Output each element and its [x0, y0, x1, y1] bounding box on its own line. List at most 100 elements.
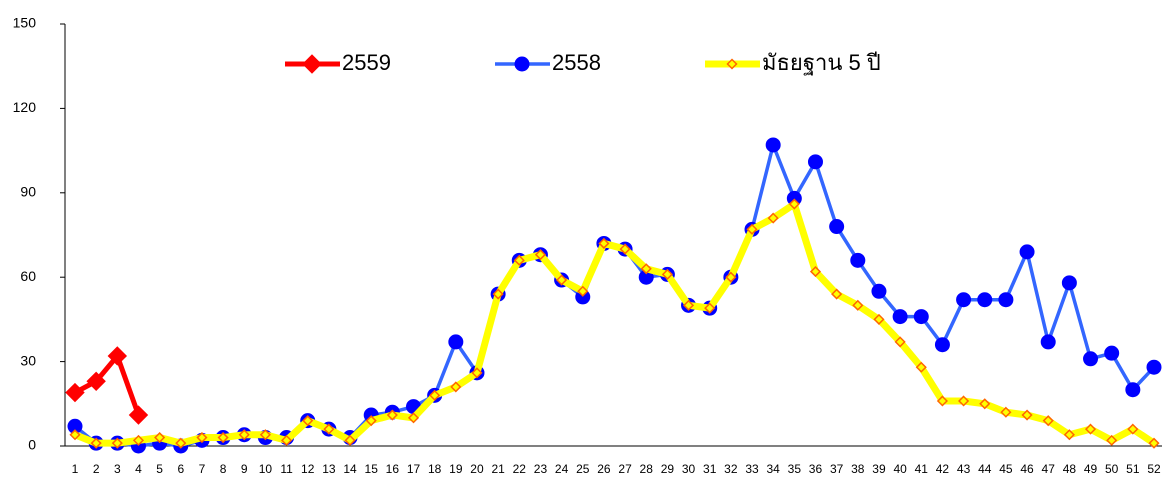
y-tick-label: 90: [20, 184, 36, 200]
point: [746, 223, 758, 235]
x-tick-label: 5: [156, 462, 163, 476]
x-tick-label: 37: [830, 462, 844, 476]
point: [1019, 244, 1035, 260]
x-tick-label: 42: [936, 462, 950, 476]
x-tick-label: 51: [1126, 462, 1140, 476]
point: [365, 415, 377, 427]
point: [934, 337, 950, 353]
x-tick-label: 45: [999, 462, 1013, 476]
point: [979, 398, 991, 410]
legend-marker: [514, 56, 530, 72]
y-tick-label: 0: [28, 437, 36, 453]
x-tick-label: 6: [177, 462, 184, 476]
point: [1042, 415, 1054, 427]
point: [894, 336, 906, 348]
point: [1040, 334, 1056, 350]
x-tick-label: 10: [259, 462, 273, 476]
point: [598, 237, 610, 250]
point: [809, 266, 822, 278]
x-tick-label: 44: [978, 462, 992, 476]
x-tick-label: 32: [724, 462, 738, 476]
point: [175, 437, 187, 449]
point: [765, 137, 781, 153]
x-tick-label: 49: [1084, 462, 1098, 476]
point: [873, 313, 885, 325]
point: [1021, 409, 1033, 421]
point: [386, 409, 398, 421]
point: [998, 292, 1014, 308]
point: [936, 395, 948, 407]
point: [556, 274, 568, 286]
legend-label: มัธยฐาน 5 ปี: [762, 50, 881, 76]
point: [661, 268, 673, 280]
x-tick-label: 24: [555, 462, 569, 476]
point: [807, 154, 823, 170]
y-tick-label: 120: [13, 99, 37, 115]
x-tick-label: 36: [809, 462, 823, 476]
point: [1127, 423, 1139, 435]
point: [640, 263, 652, 275]
x-tick-label: 48: [1063, 462, 1077, 476]
x-tick-label: 33: [745, 462, 759, 476]
point: [1084, 423, 1097, 435]
x-tick-label: 26: [597, 462, 611, 476]
legend-marker: [726, 58, 738, 70]
x-tick-label: 3: [114, 462, 121, 476]
point: [323, 423, 335, 435]
point: [725, 271, 737, 283]
point: [259, 429, 271, 441]
x-tick-label: 23: [534, 462, 548, 476]
point: [492, 288, 504, 300]
x-tick-label: 7: [199, 462, 206, 476]
point: [281, 434, 293, 446]
x-tick-label: 46: [1020, 462, 1034, 476]
point: [344, 434, 356, 446]
point: [704, 302, 716, 314]
point: [958, 395, 970, 407]
point: [767, 212, 779, 224]
x-tick-label: 29: [661, 462, 675, 476]
point: [111, 437, 123, 449]
x-tick-label: 21: [491, 462, 505, 476]
point: [217, 431, 229, 444]
point: [829, 219, 845, 235]
point: [154, 431, 166, 444]
x-tick-label: 43: [957, 462, 971, 476]
x-tick-label: 34: [766, 462, 780, 476]
x-tick-label: 8: [220, 462, 227, 476]
point: [107, 346, 128, 366]
point: [850, 252, 866, 268]
x-tick-label: 20: [470, 462, 484, 476]
x-tick-label: 16: [386, 462, 400, 476]
point: [788, 198, 800, 210]
x-tick-label: 40: [893, 462, 907, 476]
x-tick-label: 41: [915, 462, 929, 476]
point: [915, 361, 927, 373]
point: [682, 299, 695, 311]
x-tick-label: 17: [407, 462, 421, 476]
point: [513, 254, 525, 266]
point: [429, 389, 441, 401]
point: [956, 292, 972, 308]
point: [534, 249, 547, 261]
x-tick-label: 4: [135, 462, 142, 476]
x-tick-label: 47: [1042, 462, 1056, 476]
point: [450, 381, 462, 393]
y-tick-label: 30: [20, 352, 36, 368]
x-tick-label: 18: [428, 462, 442, 476]
point: [1000, 406, 1012, 418]
point: [1106, 434, 1118, 446]
point: [196, 431, 208, 444]
point: [577, 285, 589, 297]
y-tick-label: 150: [13, 15, 37, 31]
x-tick-label: 30: [682, 462, 696, 476]
point: [831, 288, 843, 300]
point: [65, 382, 85, 403]
x-tick-label: 38: [851, 462, 865, 476]
x-tick-label: 28: [640, 462, 654, 476]
x-tick-label: 52: [1147, 462, 1161, 476]
legend-marker: [302, 54, 322, 74]
point: [977, 292, 993, 308]
series-line: [73, 200, 1156, 447]
